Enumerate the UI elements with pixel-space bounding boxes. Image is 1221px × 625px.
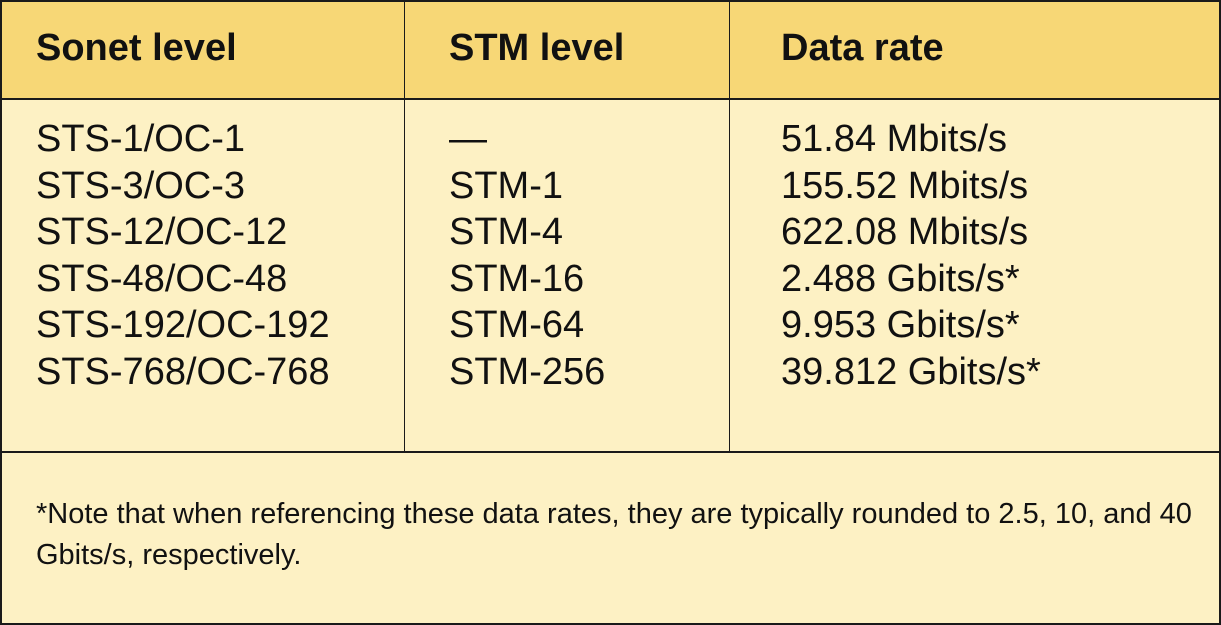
table-header xyxy=(2,2,1219,100)
column-divider xyxy=(404,2,405,451)
table-cell: STS-48/OC-48 xyxy=(36,257,288,300)
header-stm-level: STM level xyxy=(449,27,625,69)
table-body xyxy=(2,100,1219,453)
footnote: *Note that when referencing these data r… xyxy=(36,498,1192,571)
table-footnote-area xyxy=(2,453,1219,623)
table-cell: STM-1 xyxy=(449,164,563,207)
table-cell: STM-256 xyxy=(449,350,606,393)
table-cell: STS-192/OC-192 xyxy=(36,304,330,346)
header-sonet-level: Sonet level xyxy=(36,27,237,69)
table-cell: — xyxy=(449,118,487,160)
sonet-level-column: STS-1/OC-1 STS-3/OC-3 STS-12/OC-12 STS-4… xyxy=(36,116,330,395)
table-cell: STS-3/OC-3 xyxy=(36,164,246,207)
table-cell: STM-4 xyxy=(449,211,563,253)
table-cell: STS-12/OC-12 xyxy=(36,211,288,253)
table-cell: 155.52 Mbits/s xyxy=(781,164,1029,207)
table-cell: STS-1/OC-1 xyxy=(36,118,246,160)
table-cell: STM-64 xyxy=(449,304,585,346)
table-cell: 51.84 Mbits/s xyxy=(781,118,1007,160)
header-data-rate: Data rate xyxy=(781,27,944,69)
table-cell: STM-16 xyxy=(449,257,585,300)
table-cell: STS-768/OC-768 xyxy=(36,350,330,393)
data-rate-column: 51.84 Mbits/s 155.52 Mbits/s 622.08 Mbit… xyxy=(781,116,1041,395)
table-cell: 39.812 Gbits/s* xyxy=(781,350,1041,393)
table-cell: 622.08 Mbits/s xyxy=(781,211,1029,253)
table-cell: 9.953 Gbits/s* xyxy=(781,304,1020,346)
table-cell: 2.488 Gbits/s* xyxy=(781,257,1020,300)
stm-level-column: — STM-1 STM-4 STM-16 STM-64 STM-256 xyxy=(449,116,605,395)
column-divider xyxy=(729,2,730,451)
